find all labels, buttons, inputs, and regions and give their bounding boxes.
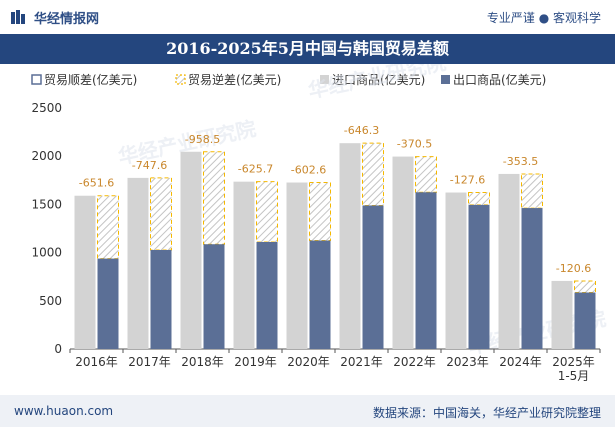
x-tick-label: 2024年 bbox=[499, 355, 542, 369]
y-tick-label: 500 bbox=[39, 294, 62, 308]
bar-deficit bbox=[150, 177, 172, 251]
bar-import bbox=[551, 280, 573, 349]
axes: 0 500 1000 1500 2000 2500 2016年 2017年 2018年 2019年… bbox=[31, 101, 601, 383]
deficit-label: -120.6 bbox=[556, 262, 591, 275]
bar-export bbox=[150, 249, 172, 349]
legend-label: 贸易顺差(亿美元) bbox=[44, 72, 137, 87]
bar-import bbox=[233, 181, 255, 349]
bar-deficit bbox=[362, 142, 384, 206]
bar-export bbox=[574, 292, 596, 349]
footer-site: www.huaon.com bbox=[14, 404, 114, 418]
bar-export bbox=[362, 205, 384, 349]
x-tick-label: 1-5月 bbox=[558, 369, 590, 383]
bar-deficit bbox=[521, 173, 543, 209]
bar-deficit bbox=[574, 280, 596, 294]
deficit-label: -353.5 bbox=[503, 155, 538, 168]
title-bar: 2016-2025年5月中国与韩国贸易差额 bbox=[0, 34, 615, 64]
legend-swatch-export bbox=[441, 75, 450, 84]
x-tick-label: 2020年 bbox=[287, 355, 330, 369]
legend-label: 出口商品(亿美元) bbox=[453, 72, 546, 87]
bar-deficit bbox=[415, 156, 437, 193]
bar-import bbox=[392, 156, 414, 349]
legend-swatch-import bbox=[320, 75, 329, 84]
deficit-label: -747.6 bbox=[132, 159, 167, 172]
bar-export bbox=[415, 192, 437, 349]
bar-export bbox=[468, 204, 490, 349]
deficit-label: -651.6 bbox=[79, 177, 114, 190]
brand-logo-icon bbox=[11, 10, 25, 24]
bar-import bbox=[180, 151, 202, 349]
bar-export bbox=[309, 240, 331, 349]
legend-label: 进口商品(亿美元) bbox=[332, 72, 425, 87]
data-labels: -651.6 -747.6 -958.5 -625.7 -602.6 -646.3 -370… bbox=[79, 124, 591, 275]
bar-export bbox=[203, 244, 225, 349]
watermark-text: 华经产业研究院 bbox=[306, 64, 448, 103]
bar-import bbox=[74, 195, 96, 349]
legend-swatch-deficit bbox=[175, 74, 186, 85]
x-tick-label: 2016年 bbox=[75, 355, 118, 369]
y-tick-label: 0 bbox=[54, 342, 62, 356]
x-tick-label: 2023年 bbox=[446, 355, 489, 369]
bar-deficit bbox=[256, 181, 278, 243]
y-tick-label: 2000 bbox=[31, 149, 62, 163]
deficit-label: -127.6 bbox=[450, 174, 485, 187]
legend: 贸易顺差(亿美元) 贸易逆差(亿美元) 进口商品(亿美元) 出口商品(亿美元) bbox=[31, 72, 546, 87]
y-tick-label: 2500 bbox=[31, 101, 62, 115]
deficit-label: -370.5 bbox=[397, 138, 432, 151]
x-tick-label: 2025年 bbox=[552, 355, 595, 369]
bars bbox=[74, 142, 596, 349]
deficit-label: -625.7 bbox=[238, 163, 273, 176]
bar-import bbox=[127, 177, 149, 349]
bar-deficit bbox=[468, 192, 490, 206]
bar-deficit bbox=[309, 182, 331, 242]
y-tick-label: 1000 bbox=[31, 246, 62, 260]
deficit-label: -646.3 bbox=[344, 124, 379, 137]
bar-export bbox=[521, 208, 543, 349]
tagline: 专业严谨 ● 客观科学 bbox=[486, 11, 601, 25]
x-tick-label: 2021年 bbox=[340, 355, 383, 369]
deficit-label: -602.6 bbox=[291, 164, 326, 177]
deficit-label: -958.5 bbox=[185, 133, 220, 146]
legend-swatch-surplus bbox=[31, 74, 42, 85]
bar-deficit bbox=[203, 151, 225, 245]
legend-label: 贸易逆差(亿美元) bbox=[188, 72, 281, 87]
bar-import bbox=[445, 192, 467, 349]
x-tick-label: 2018年 bbox=[181, 355, 224, 369]
chart-title: 2016-2025年5月中国与韩国贸易差额 bbox=[166, 39, 449, 58]
bar-import bbox=[286, 182, 308, 349]
footer-source: 数据来源：中国海关，华经产业研究院整理 bbox=[372, 406, 601, 420]
brand-name: 华经情报网 bbox=[34, 12, 100, 27]
bar-import bbox=[498, 173, 520, 349]
bar-export bbox=[256, 241, 278, 349]
bar-export bbox=[97, 258, 119, 349]
chart: 贸易顺差(亿美元) 贸易逆差(亿美元) 进口商品(亿美元) 出口商品(亿美元) 华经产… bbox=[31, 64, 608, 383]
top-bar: 华经情报网 专业严谨 ● 客观科学 bbox=[0, 0, 615, 34]
bar-import bbox=[339, 143, 361, 349]
y-tick-label: 1500 bbox=[31, 197, 62, 211]
footer: www.huaon.com 数据来源：中国海关，华经产业研究院整理 bbox=[0, 395, 615, 427]
x-tick-label: 2022年 bbox=[393, 355, 436, 369]
bar-deficit bbox=[97, 195, 119, 260]
x-tick-label: 2019年 bbox=[234, 355, 277, 369]
x-tick-label: 2017年 bbox=[128, 355, 171, 369]
